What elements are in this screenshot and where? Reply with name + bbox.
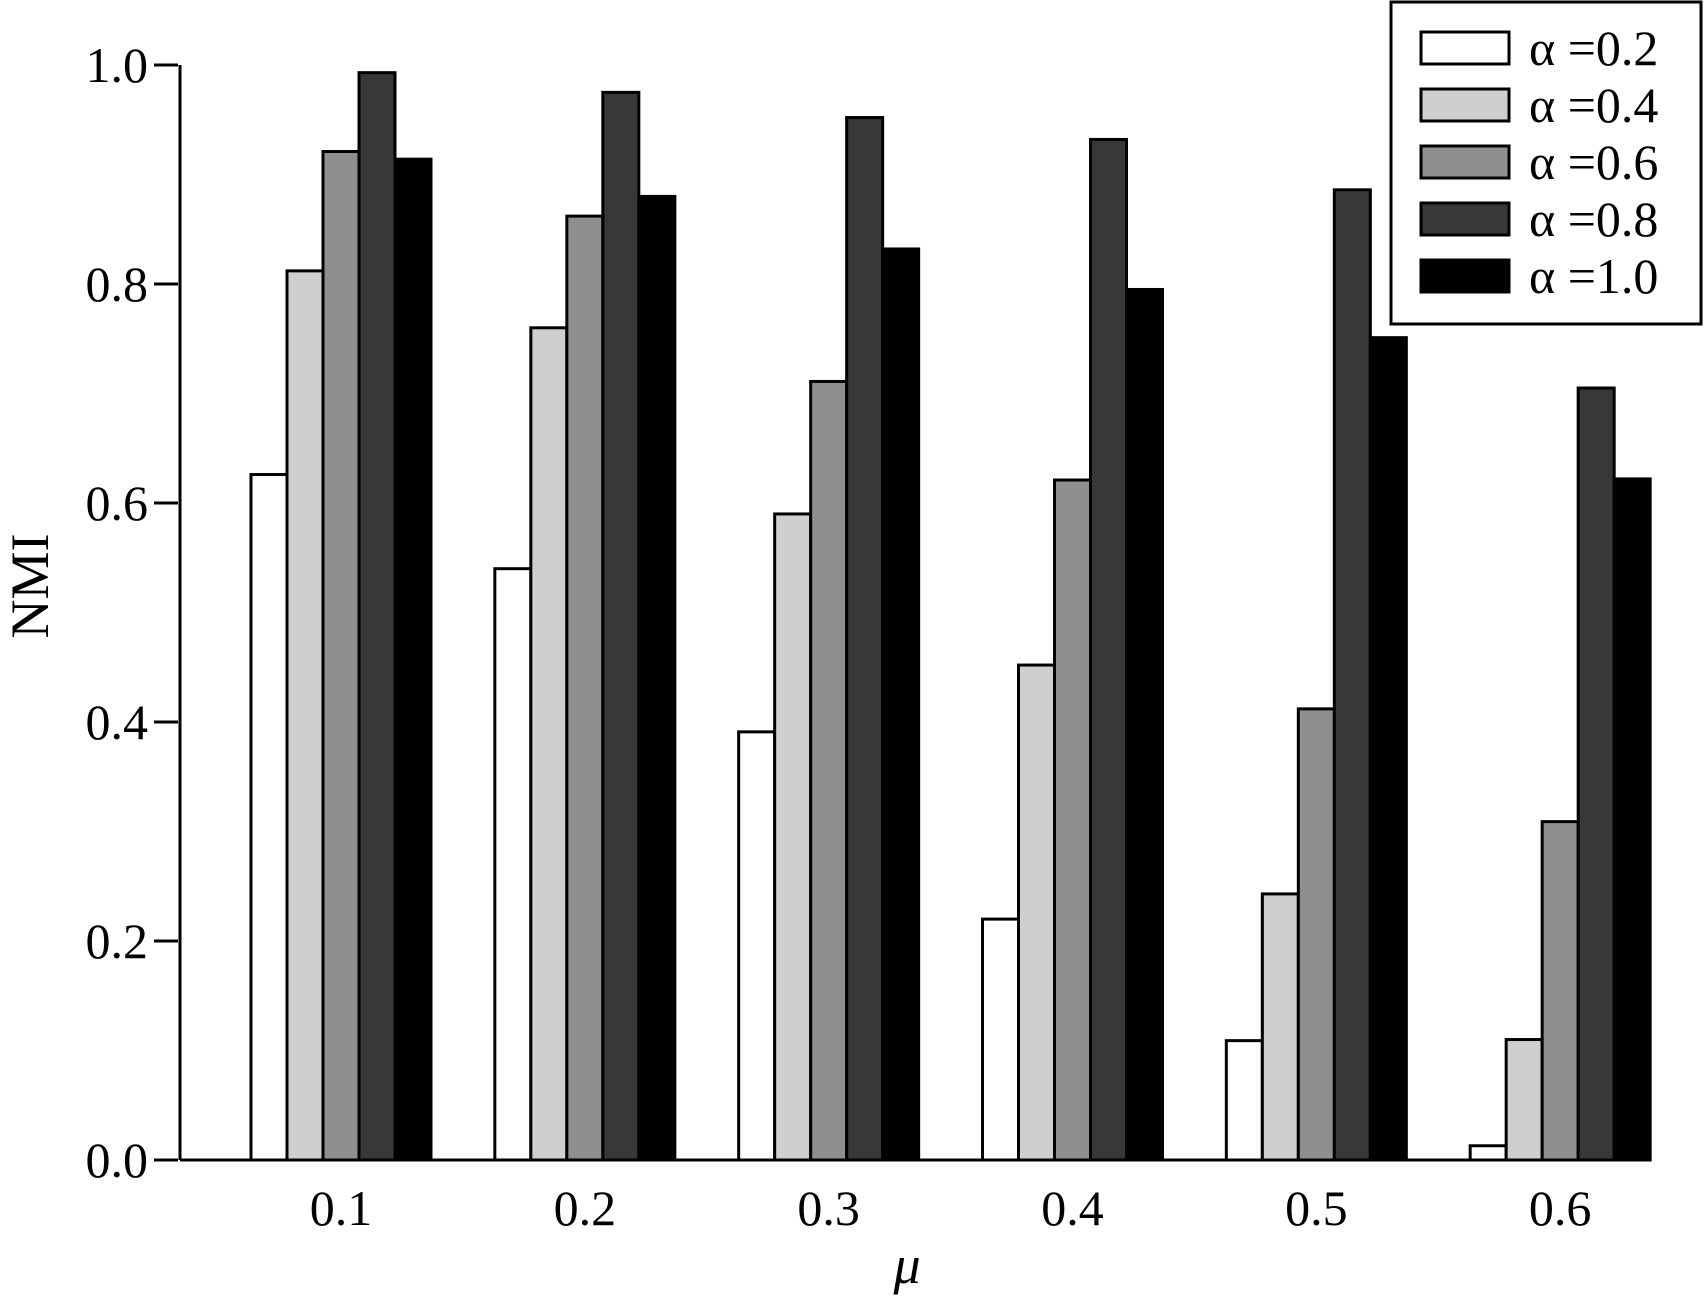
bar-0.2-series-1 <box>493 567 533 1162</box>
legend-swatch-3 <box>1419 144 1511 180</box>
y-tick-label-1.0: 1.0 <box>86 37 149 93</box>
legend: α =0.2α =0.4α =0.6α =0.8α =1.0 <box>1389 0 1703 326</box>
bar-0.5-series-1 <box>1224 1039 1264 1162</box>
x-tick-label-0.4: 0.4 <box>1041 1180 1104 1236</box>
bar-0.1-series-3 <box>321 150 361 1162</box>
y-tick-label-0.6: 0.6 <box>86 475 149 531</box>
bar-0.1-series-4 <box>357 71 397 1162</box>
y-tick-label-0.2: 0.2 <box>86 913 149 969</box>
bar-0.4-series-5 <box>1125 287 1164 1162</box>
bar-0.6-series-3 <box>1540 820 1580 1162</box>
legend-label-4: α =0.8 <box>1529 191 1658 247</box>
bar-0.3-series-1 <box>737 730 777 1162</box>
bar-0.4-series-2 <box>1017 663 1056 1162</box>
legend-swatch-4 <box>1419 201 1511 237</box>
bar-0.1-series-1 <box>249 473 289 1162</box>
bar-0.1-series-5 <box>393 157 433 1162</box>
bar-0.4-series-1 <box>981 917 1020 1162</box>
bar-0.1-series-2 <box>285 269 325 1162</box>
y-tick-label-0.0: 0.0 <box>86 1132 149 1188</box>
bars-layer <box>249 71 1652 1162</box>
bar-0.2-series-3 <box>565 214 605 1162</box>
legend-swatch-2 <box>1419 87 1511 123</box>
legend-swatch-1 <box>1419 30 1511 66</box>
y-tick-label-0.4: 0.4 <box>86 694 149 750</box>
bar-0.4-series-4 <box>1089 137 1128 1162</box>
bar-0.2-series-2 <box>529 326 569 1162</box>
x-tick-label-0.6: 0.6 <box>1529 1180 1592 1236</box>
bar-0.6-series-2 <box>1504 1038 1544 1162</box>
x-tick-label-0.3: 0.3 <box>797 1180 860 1236</box>
y-axis-title: NMI <box>0 534 60 639</box>
legend-label-5: α =1.0 <box>1529 248 1658 304</box>
x-tick-label-0.5: 0.5 <box>1285 1180 1348 1236</box>
bar-0.5-series-5 <box>1368 336 1408 1162</box>
legend-label-2: α =0.4 <box>1529 77 1658 133</box>
legend-label-1: α =0.2 <box>1529 20 1658 76</box>
bar-0.5-series-2 <box>1260 892 1300 1162</box>
axes-layer: 0.1 0.2 0.3 0.4 0.5 0.6 0.0 0.2 0.4 0.6 0.8 1.0 <box>86 37 1643 1236</box>
bar-0.3-series-5 <box>881 247 921 1162</box>
bar-0.3-series-2 <box>773 512 813 1162</box>
bar-0.5-series-4 <box>1332 188 1372 1162</box>
bar-0.3-series-3 <box>809 379 849 1162</box>
bar-0.6-series-1 <box>1468 1144 1508 1162</box>
bar-0.2-series-5 <box>637 194 677 1162</box>
bar-0.5-series-3 <box>1296 707 1336 1162</box>
bar-0.3-series-4 <box>845 116 885 1162</box>
legend-label-3: α =0.6 <box>1529 134 1658 190</box>
bar-0.2-series-4 <box>601 90 641 1162</box>
legend-swatch-5 <box>1419 258 1511 294</box>
y-tick-label-0.8: 0.8 <box>86 256 149 312</box>
bar-0.4-series-3 <box>1053 478 1092 1162</box>
x-tick-label-0.2: 0.2 <box>554 1180 617 1236</box>
x-tick-label-0.1: 0.1 <box>310 1180 373 1236</box>
x-axis-title: μ <box>892 1235 920 1295</box>
bar-0.6-series-4 <box>1576 386 1616 1162</box>
bar-0.6-series-5 <box>1612 477 1652 1162</box>
